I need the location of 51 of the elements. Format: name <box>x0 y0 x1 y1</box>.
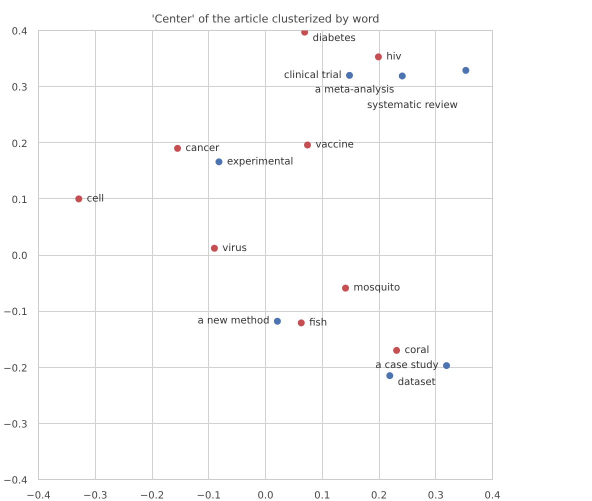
data-label: systematic review <box>367 100 458 111</box>
data-label: diabetes <box>312 33 356 44</box>
point <box>374 53 382 60</box>
x-tick-label: 0.2 <box>371 490 387 501</box>
y-tick-label: 0.2 <box>12 138 28 150</box>
chart-title: 'Center' of the article clusterized by word <box>152 12 380 26</box>
y-tick-label: −0.4 <box>3 476 28 486</box>
x-tick-label: 0.4 <box>484 490 500 501</box>
data-label: mosquito <box>354 282 400 294</box>
point <box>174 144 182 152</box>
y-tick-label: −0.2 <box>3 363 28 374</box>
data-label: a new method <box>198 316 270 327</box>
point <box>215 158 222 166</box>
data-label: fish <box>309 317 328 328</box>
point <box>301 30 308 36</box>
point <box>342 284 350 292</box>
point <box>274 318 281 325</box>
y-tick-label: −0.3 <box>3 419 28 430</box>
data-label: clinical trial <box>284 70 342 81</box>
x-tick-label: −0.1 <box>196 490 221 501</box>
text: 0.0 <box>258 490 274 501</box>
x-tick-label: 0.3 <box>428 490 444 501</box>
x-tick-label: −0.3 <box>83 490 108 501</box>
data-label: a case study <box>375 360 439 372</box>
point <box>75 195 82 202</box>
data-label: vaccine <box>315 139 354 150</box>
point <box>304 142 311 148</box>
data-label: coral <box>404 344 430 356</box>
data-label: cancer <box>186 142 220 154</box>
point <box>462 66 470 74</box>
data-label: hiv <box>386 51 402 62</box>
point <box>398 72 406 80</box>
x-tick-label: −0.4 <box>26 490 51 501</box>
y-tick-label: 0.0 <box>12 251 28 262</box>
y-tick-label: 0.1 <box>12 194 28 206</box>
data-label: dataset <box>398 377 436 388</box>
y-tick-label: 0.3 <box>12 82 28 94</box>
data-label: virus <box>222 242 247 254</box>
data-label: cell <box>86 193 104 204</box>
point <box>210 244 218 252</box>
point <box>346 72 353 79</box>
x-tick-label: −0.2 <box>140 490 164 501</box>
point <box>298 319 305 326</box>
point <box>386 372 394 380</box>
y-tick-label: 0.4 <box>12 26 28 38</box>
data-label: experimental <box>226 156 294 168</box>
data-label: a meta-analysis <box>314 84 394 96</box>
x-tick-label: 0.1 <box>314 490 330 501</box>
point <box>393 346 400 354</box>
point <box>443 362 450 370</box>
y-tick-label: −0.1 <box>3 307 28 318</box>
